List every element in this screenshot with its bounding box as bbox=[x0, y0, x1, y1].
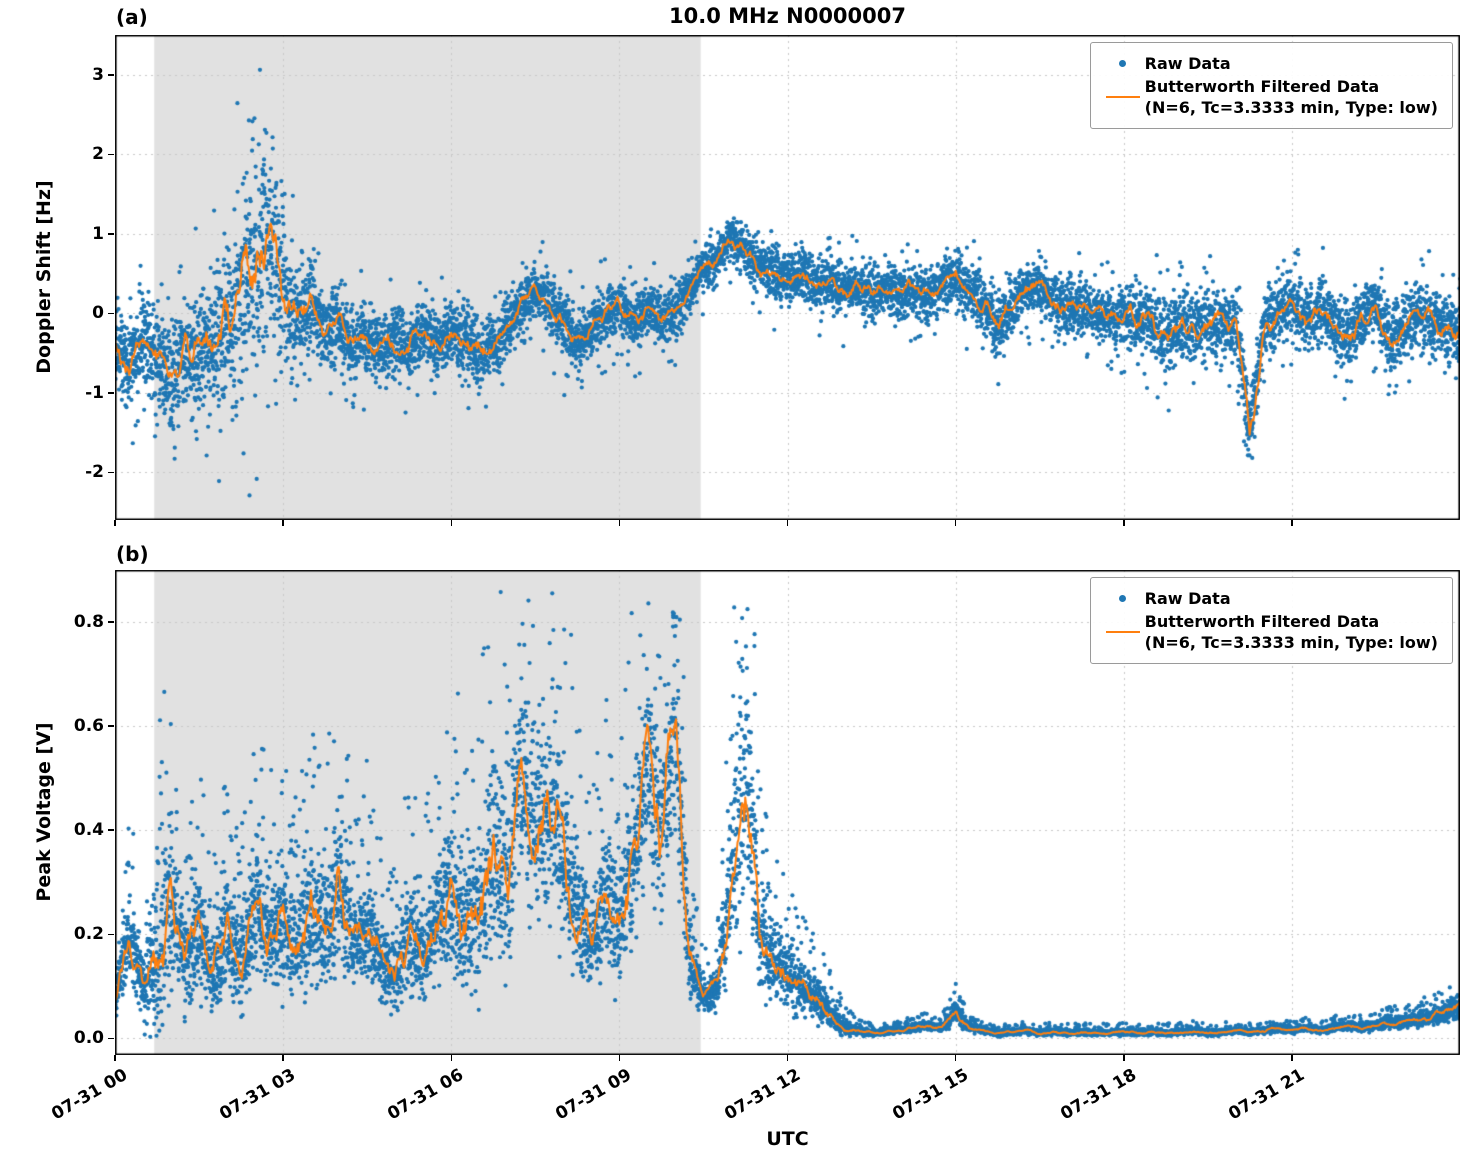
x-tick-label: 07-31 12 bbox=[720, 1065, 804, 1125]
raw-data-dot bbox=[1119, 60, 1127, 67]
x-tick-mark bbox=[618, 520, 621, 526]
y-tick-label: 0.6 bbox=[73, 716, 104, 737]
y-tick-mark bbox=[108, 471, 114, 474]
y-tick-label: 1 bbox=[92, 223, 104, 244]
y-tick-mark bbox=[108, 312, 114, 315]
filtered-line bbox=[1105, 96, 1140, 98]
y-tick-label: 0.8 bbox=[73, 612, 104, 633]
filtered-line-icon bbox=[1101, 631, 1145, 633]
filtered-line bbox=[1105, 631, 1140, 633]
figure-title: 10.0 MHz N0000007 bbox=[669, 4, 906, 28]
y-tick-mark bbox=[108, 933, 114, 936]
x-tick-mark bbox=[786, 1055, 789, 1061]
x-tick-mark bbox=[954, 520, 957, 526]
x-tick-mark bbox=[1291, 520, 1293, 526]
x-tick-mark bbox=[1291, 1055, 1293, 1061]
x-tick-mark bbox=[954, 1055, 957, 1061]
legend-filtered-label-line2: (N=6, Tc=3.3333 min, Type: low) bbox=[1144, 98, 1438, 117]
legend-raw-label: Raw Data bbox=[1144, 589, 1231, 608]
raw-data-dot bbox=[1119, 595, 1127, 602]
panel-b-tag: (b) bbox=[116, 542, 149, 566]
x-tick-label: 07-31 00 bbox=[48, 1065, 131, 1125]
x-tick-label: 07-31 09 bbox=[552, 1065, 636, 1125]
x-tick-mark bbox=[282, 520, 284, 526]
y-tick-mark bbox=[108, 829, 114, 831]
panel-b-legend: Raw Data Butterworth Filtered Data (N=6,… bbox=[1089, 577, 1453, 664]
legend-item-filtered: Butterworth Filtered Data (N=6, Tc=3.333… bbox=[1101, 76, 1438, 118]
legend-filtered-label: Butterworth Filtered Data (N=6, Tc=3.333… bbox=[1145, 611, 1438, 653]
x-tick-mark bbox=[786, 520, 789, 526]
y-tick-mark bbox=[108, 1037, 114, 1040]
panel-a-legend: Raw Data Butterworth Filtered Data (N=6,… bbox=[1089, 42, 1453, 129]
y-tick-label: -1 bbox=[85, 382, 104, 403]
x-tick-label: 07-31 06 bbox=[384, 1065, 468, 1125]
raw-data-dot-icon bbox=[1101, 60, 1145, 67]
legend-filtered-label-line1: Butterworth Filtered Data bbox=[1144, 77, 1380, 96]
y-tick-label: 0.2 bbox=[73, 924, 104, 945]
x-tick-mark bbox=[114, 520, 116, 526]
legend-filtered-label-line2: (N=6, Tc=3.3333 min, Type: low) bbox=[1144, 633, 1438, 652]
y-tick-label: 0.0 bbox=[73, 1028, 104, 1049]
y-tick-mark bbox=[108, 153, 114, 155]
x-tick-mark bbox=[282, 1055, 284, 1061]
legend-item-raw: Raw Data bbox=[1101, 588, 1438, 609]
x-tick-mark bbox=[450, 1055, 452, 1061]
x-tick-mark bbox=[618, 1055, 621, 1061]
legend-item-raw: Raw Data bbox=[1101, 53, 1438, 74]
y-tick-label: -2 bbox=[85, 462, 104, 483]
y-tick-label: 2 bbox=[92, 144, 104, 165]
y-tick-mark bbox=[108, 74, 114, 76]
legend-raw-label: Raw Data bbox=[1144, 54, 1231, 73]
legend-filtered-label: Butterworth Filtered Data (N=6, Tc=3.333… bbox=[1145, 76, 1438, 118]
x-tick-mark bbox=[114, 1055, 116, 1061]
y-tick-mark bbox=[108, 621, 114, 623]
y-tick-mark bbox=[108, 725, 114, 727]
x-tick-label: 07-31 21 bbox=[1225, 1065, 1308, 1125]
x-tick-mark bbox=[450, 520, 452, 526]
x-tick-label: 07-31 18 bbox=[1057, 1065, 1140, 1125]
panel-b-ylabel: Peak Voltage [V] bbox=[33, 722, 55, 902]
x-tick-mark bbox=[1123, 1055, 1125, 1061]
y-tick-label: 3 bbox=[92, 64, 104, 85]
panel-a-tag: (a) bbox=[116, 5, 148, 29]
x-axis-label: UTC bbox=[766, 1128, 809, 1150]
legend-item-filtered: Butterworth Filtered Data (N=6, Tc=3.333… bbox=[1101, 611, 1438, 653]
y-tick-mark bbox=[108, 233, 114, 235]
y-tick-mark bbox=[108, 392, 114, 394]
x-tick-mark bbox=[1123, 520, 1125, 526]
y-tick-label: 0 bbox=[92, 303, 104, 324]
panel-a-ylabel: Doppler Shift [Hz] bbox=[33, 180, 55, 374]
filtered-line-icon bbox=[1101, 96, 1145, 98]
y-tick-label: 0.4 bbox=[73, 820, 104, 841]
x-tick-label: 07-31 03 bbox=[216, 1065, 300, 1125]
x-tick-label: 07-31 15 bbox=[888, 1065, 972, 1125]
raw-data-dot-icon bbox=[1101, 595, 1145, 602]
legend-filtered-label-line1: Butterworth Filtered Data bbox=[1144, 612, 1380, 631]
